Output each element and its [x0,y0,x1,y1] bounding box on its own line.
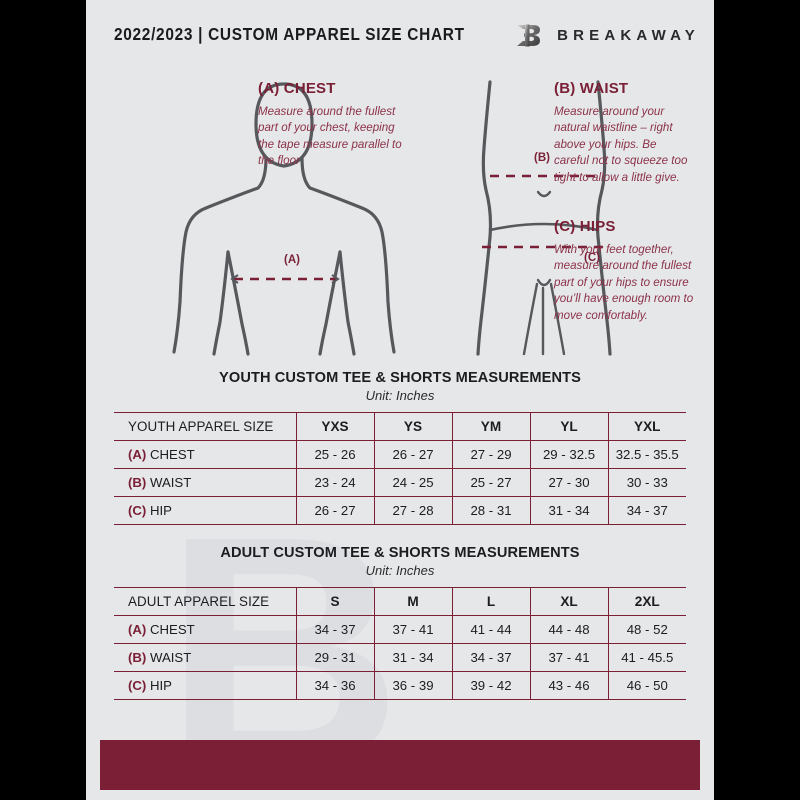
youth-row-hip-name: HIP [149,503,172,518]
adult-size-table-block: ADULT CUSTOM TEE & SHORTS MEASUREMENTS U… [114,545,686,700]
table-row: (B) WAIST 29 - 31 31 - 34 34 - 37 37 - 4… [114,643,686,672]
waist-dim-label: (B) [534,152,550,164]
table-row: (B) WAIST 23 - 24 24 - 25 25 - 27 27 - 3… [114,468,686,497]
youth-header-label: YOUTH APPAREL SIZE [114,412,297,441]
adult-waist-l: 34 - 37 [452,643,531,672]
adult-row-waist-label: (B) WAIST [114,643,297,672]
youth-size-col-0: YXS [296,412,375,441]
youth-waist-ym: 25 - 27 [452,468,531,497]
callout-hips: (C) HIPS With your feet together, measur… [554,218,700,324]
adult-chest-2xl: 48 - 52 [608,615,686,644]
adult-row-chest-label: (A) CHEST [114,615,297,644]
brand-lockup: BREAKAWAY [513,20,700,50]
youth-size-col-2: YM [452,412,531,441]
adult-row-waist-tag: (B) [128,650,147,665]
hips-dim-label: (C) [584,252,600,264]
youth-hip-ys: 27 - 28 [374,496,453,525]
youth-size-col-3: YL [530,412,609,441]
table-header-row: YOUTH APPAREL SIZE YXS YS YM YL YXL [114,412,686,441]
callout-hips-body: With your feet together, measure around … [554,243,694,322]
youth-waist-yl: 27 - 30 [530,468,609,497]
callout-chest-body: Measure around the fullest part of your … [258,105,402,168]
youth-size-table-block: YOUTH CUSTOM TEE & SHORTS MEASUREMENTS U… [114,370,686,525]
adult-chest-s: 34 - 37 [296,615,375,644]
callout-chest: (A) CHEST Measure around the fullest par… [258,80,406,170]
chest-dim-label: (A) [284,254,300,266]
youth-hip-ym: 28 - 31 [452,496,531,525]
adult-hip-2xl: 46 - 50 [608,671,686,700]
callout-waist-title: (B) WAIST [554,80,629,97]
adult-table-unit: Unit: Inches [365,563,435,578]
body-figures-svg [172,80,612,356]
youth-hip-yxl: 34 - 37 [608,496,686,525]
youth-row-waist-tag: (B) [128,475,147,490]
adult-waist-xl: 37 - 41 [530,643,609,672]
adult-hip-s: 34 - 36 [296,671,375,700]
youth-size-table: YOUTH APPAREL SIZE YXS YS YM YL YXL (A) … [114,412,686,525]
table-row: (A) CHEST 25 - 26 26 - 27 27 - 29 29 - 3… [114,440,686,469]
adult-row-chest-tag: (A) [128,622,147,637]
adult-row-hip-name: HIP [149,678,172,693]
adult-hip-l: 39 - 42 [452,671,531,700]
table-row: (C) HIP 26 - 27 27 - 28 28 - 31 31 - 34 … [114,496,686,525]
youth-hip-yl: 31 - 34 [530,496,609,525]
youth-chest-ym: 27 - 29 [452,440,531,469]
youth-row-chest-label: (A) CHEST [114,440,297,469]
youth-chest-yl: 29 - 32.5 [530,440,609,469]
youth-row-hip-label: (C) HIP [114,496,297,525]
adult-row-waist-name: WAIST [149,650,192,665]
youth-hip-yxs: 26 - 27 [296,496,375,525]
adult-row-hip-label: (C) HIP [114,671,297,700]
page-header: 2022/2023 | CUSTOM APPAREL SIZE CHART BR [86,0,714,68]
youth-row-waist-label: (B) WAIST [114,468,297,497]
callout-chest-title: (A) CHEST [258,80,336,97]
adult-row-hip-tag: (C) [128,678,147,693]
youth-chest-ys: 26 - 27 [374,440,453,469]
youth-size-col-4: YXL [608,412,686,441]
adult-row-chest-name: CHEST [149,622,195,637]
youth-row-chest-name: CHEST [149,447,195,462]
youth-table-unit: Unit: Inches [365,388,435,403]
adult-header-label: ADULT APPAREL SIZE [114,587,297,616]
adult-chest-l: 41 - 44 [452,615,531,644]
breakaway-b-logo-icon [513,20,543,50]
youth-chest-yxl: 32.5 - 35.5 [608,440,686,469]
adult-size-col-4: 2XL [608,587,686,616]
adult-size-col-0: S [296,587,375,616]
table-row: (A) CHEST 34 - 37 37 - 41 41 - 44 44 - 4… [114,615,686,644]
adult-waist-2xl: 41 - 45.5 [608,643,686,672]
callout-waist: (B) WAIST Measure around your natural wa… [554,80,694,186]
adult-table-title: ADULT CUSTOM TEE & SHORTS MEASUREMENTS [220,545,580,561]
adult-size-col-1: M [374,587,453,616]
adult-waist-s: 29 - 31 [296,643,375,672]
adult-waist-m: 31 - 34 [374,643,453,672]
measurement-illustration: (A) (B) (C) (A) CHEST Measure around the… [86,62,714,362]
callout-waist-body: Measure around your natural waistline – … [554,105,688,184]
youth-row-waist-name: WAIST [149,475,192,490]
page-title: 2022/2023 | CUSTOM APPAREL SIZE CHART [114,23,465,44]
youth-waist-yxs: 23 - 24 [296,468,375,497]
youth-waist-yxl: 30 - 33 [608,468,686,497]
callout-hips-title: (C) HIPS [554,218,616,235]
adult-size-col-2: L [452,587,531,616]
brand-name: BREAKAWAY [557,26,700,44]
adult-chest-xl: 44 - 48 [530,615,609,644]
adult-hip-m: 36 - 39 [374,671,453,700]
size-chart-page: B 2022/2023 | CUSTOM APPAREL SIZE CHART [86,0,714,800]
adult-size-table: ADULT APPAREL SIZE S M L XL 2XL (A) CHES… [114,587,686,700]
adult-size-col-3: XL [530,587,609,616]
youth-table-title: YOUTH CUSTOM TEE & SHORTS MEASUREMENTS [219,370,581,386]
adult-hip-xl: 43 - 46 [530,671,609,700]
youth-row-hip-tag: (C) [128,503,147,518]
footer-accent-bar [100,740,700,790]
youth-chest-yxs: 25 - 26 [296,440,375,469]
table-header-row: ADULT APPAREL SIZE S M L XL 2XL [114,587,686,616]
table-row: (C) HIP 34 - 36 36 - 39 39 - 42 43 - 46 … [114,671,686,700]
youth-size-col-1: YS [374,412,453,441]
adult-chest-m: 37 - 41 [374,615,453,644]
youth-waist-ys: 24 - 25 [374,468,453,497]
youth-row-chest-tag: (A) [128,447,147,462]
